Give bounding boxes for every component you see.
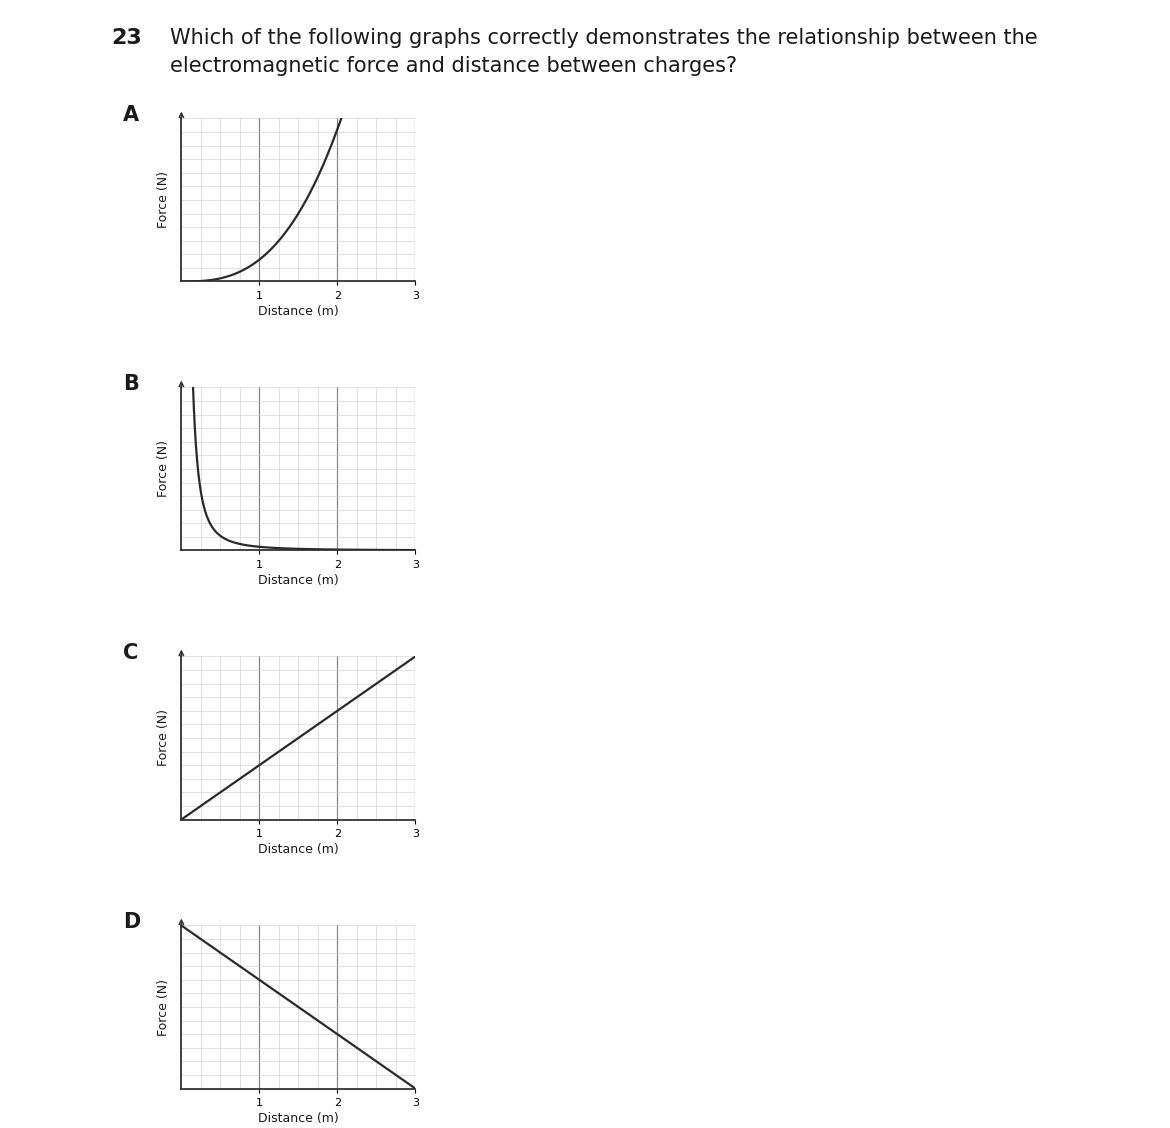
X-axis label: Distance (m): Distance (m) (257, 843, 339, 856)
Y-axis label: Force (N): Force (N) (157, 978, 170, 1036)
Y-axis label: Force (N): Force (N) (157, 440, 170, 497)
Text: A: A (123, 105, 139, 125)
Text: C: C (123, 643, 138, 663)
X-axis label: Distance (m): Distance (m) (257, 1112, 339, 1125)
Text: D: D (123, 913, 140, 933)
Y-axis label: Force (N): Force (N) (157, 710, 170, 767)
Y-axis label: Force (N): Force (N) (157, 171, 170, 229)
X-axis label: Distance (m): Distance (m) (257, 574, 339, 587)
Text: 23: 23 (111, 28, 142, 49)
Text: B: B (123, 374, 139, 395)
Text: Which of the following graphs correctly demonstrates the relationship between th: Which of the following graphs correctly … (170, 28, 1038, 77)
X-axis label: Distance (m): Distance (m) (257, 305, 339, 318)
